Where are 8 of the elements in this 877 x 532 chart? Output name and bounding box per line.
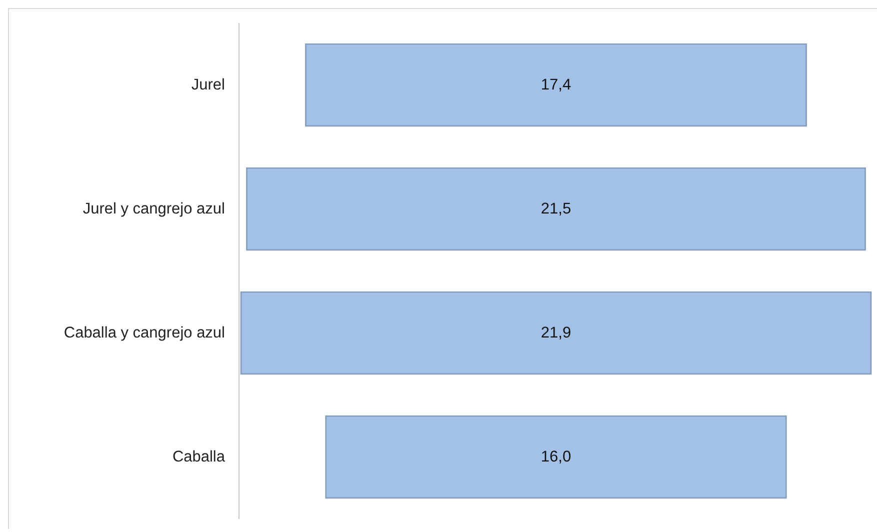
category-label: Jurel (191, 76, 225, 94)
data-label: 16,0 (540, 448, 572, 466)
category-label: Caballa (172, 448, 226, 466)
data-label: 21,5 (540, 200, 572, 218)
data-label: 17,4 (540, 76, 572, 94)
data-label: 21,9 (540, 324, 572, 342)
category-label: Caballa y cangrejo azul (64, 324, 225, 342)
category-label: Jurel y cangrejo azul (82, 200, 225, 218)
